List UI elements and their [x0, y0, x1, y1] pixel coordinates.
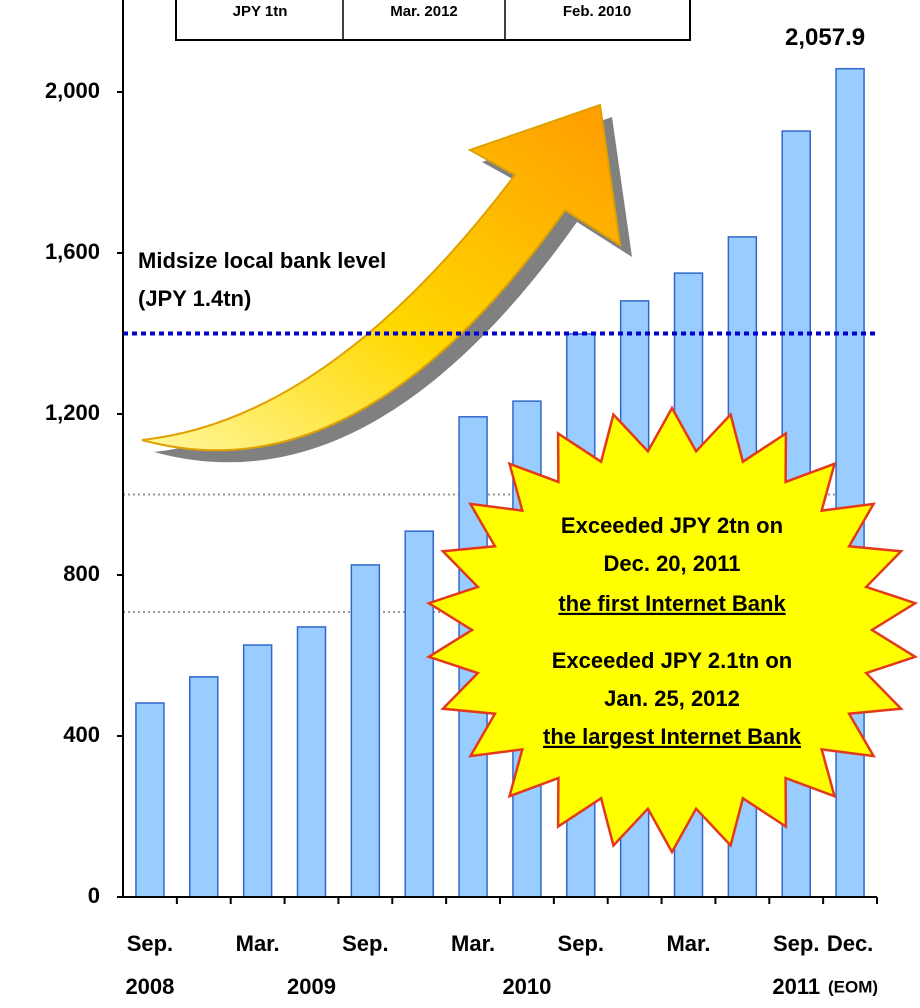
callout-text: Exceeded JPY 2tn on: [561, 513, 783, 538]
table-cell: Mar. 2012: [390, 3, 458, 20]
x-tick-label: Mar.: [451, 931, 495, 956]
callout-highlight: the largest Internet Bank: [543, 724, 802, 749]
callout-text: Jan. 25, 2012: [604, 686, 740, 711]
growth-arrow: [141, 103, 632, 463]
bar: [189, 676, 219, 898]
y-tick-label: 800: [63, 561, 100, 586]
y-tick-label: 400: [63, 722, 100, 747]
x-tick-label: Sep.: [342, 931, 388, 956]
callout-text: Dec. 20, 2011: [603, 551, 740, 576]
x-tick-label: Mar.: [236, 931, 280, 956]
bar: [350, 564, 381, 898]
x-tick-label: Mar.: [666, 931, 710, 956]
callout-highlight: the first Internet Bank: [558, 591, 786, 616]
year-label: 2011: [772, 974, 820, 999]
reference-label: Midsize local bank level: [138, 248, 386, 273]
top-table: [175, 0, 691, 41]
bar: [135, 702, 165, 898]
year-label: 2008: [125, 974, 174, 999]
y-tick-label: 1,200: [45, 400, 100, 425]
table-cell: Feb. 2010: [563, 3, 631, 20]
y-tick-label: 0: [88, 883, 100, 908]
x-tick-label: Sep.: [773, 931, 819, 956]
reference-label: (JPY 1.4tn): [138, 286, 251, 311]
table-cell: JPY 1tn: [233, 3, 288, 20]
x-note: (EOM): [828, 977, 878, 996]
y-tick-label: 1,600: [45, 239, 100, 264]
callout-text: Exceeded JPY 2.1tn on: [552, 648, 792, 673]
year-label: 2009: [287, 974, 336, 999]
x-tick-label: Dec.: [827, 931, 873, 956]
value-label: 2,057.9: [785, 24, 865, 51]
bar: [296, 626, 327, 898]
bar: [404, 530, 434, 898]
x-tick-label: Sep.: [127, 931, 173, 956]
starburst: [425, 405, 919, 855]
y-tick-label: 2,000: [45, 78, 100, 103]
x-tick-label: Sep.: [558, 931, 604, 956]
bar: [242, 644, 273, 898]
year-label: 2010: [502, 974, 551, 999]
bar: [835, 67, 865, 898]
